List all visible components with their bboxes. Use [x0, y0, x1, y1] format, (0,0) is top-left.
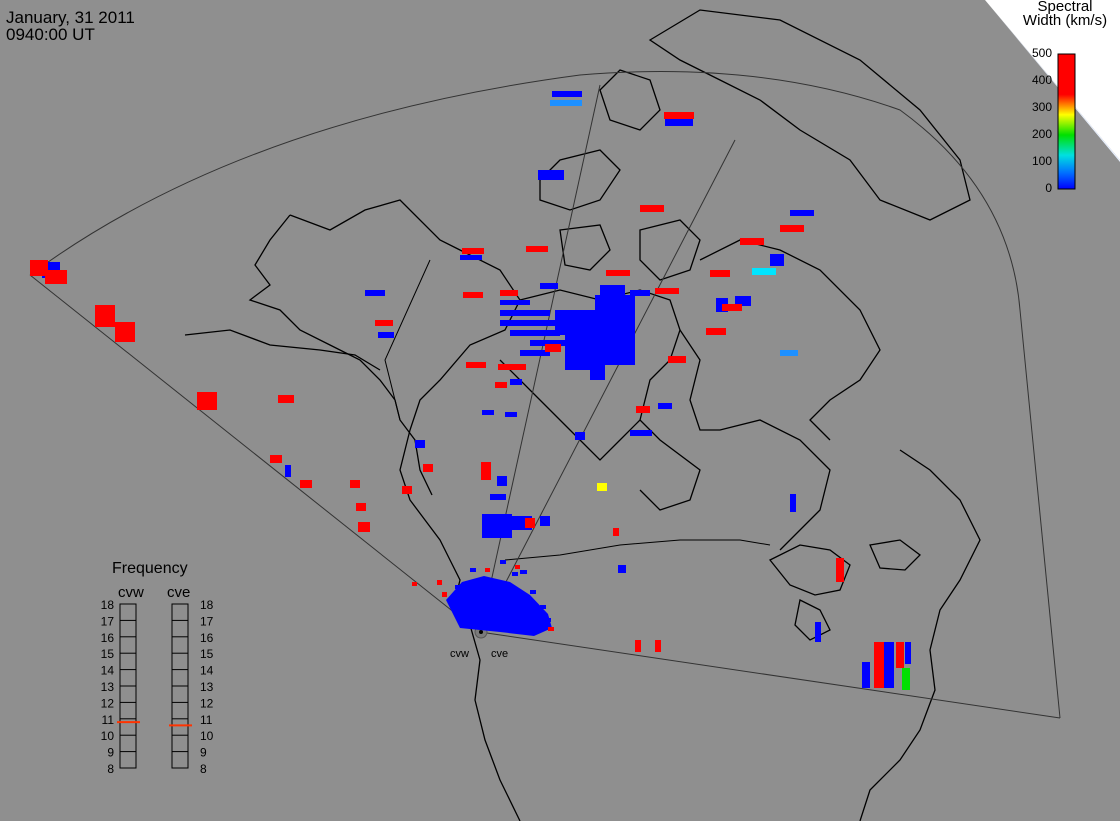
- date-label: January, 31 2011: [6, 8, 135, 27]
- fov-boundaries: [29, 71, 1061, 719]
- radar-label-cve: cve: [491, 648, 508, 660]
- frequency-ticks-left: 18 17 16 15 14 13 12 11 10 9 8: [101, 598, 115, 776]
- borders: [384, 259, 771, 561]
- frequency-tick-left: 15: [101, 647, 115, 661]
- frequency-tick-right: 8: [200, 762, 207, 776]
- time-label: 0940:00 UT: [6, 25, 95, 44]
- color-scale-title-line2: Width (km/s): [1022, 12, 1108, 29]
- frequency-tick-left: 14: [101, 664, 115, 678]
- coastlines: [184, 9, 981, 821]
- frequency-tick-left: 18: [101, 598, 115, 612]
- frequency-tick-left: 11: [102, 713, 115, 727]
- frequency-radar-cve: cve: [167, 584, 190, 601]
- frequency-tick-right: 16: [200, 631, 214, 645]
- frequency-tick-right: 10: [200, 729, 214, 743]
- color-scale: 500 400 300 200 100 0: [1032, 46, 1076, 195]
- color-scale-tick-300: 300: [1032, 100, 1052, 114]
- color-scale-title-line1: Spectral: [1037, 0, 1093, 15]
- frequency-tick-left: 9: [107, 746, 114, 760]
- color-scale-tick-100: 100: [1032, 154, 1052, 168]
- map-corner-edge: [985, 0, 1120, 162]
- color-scale-title: Spectral Width (km/s): [1010, 0, 1120, 28]
- near-range-red-cells: [412, 565, 554, 631]
- frequency-tick-right: 12: [200, 696, 214, 710]
- frequency-tick-left: 8: [107, 762, 114, 776]
- frequency-tick-right: 17: [200, 614, 214, 628]
- frequency-ticks-right: 18 17 16 15 14 13 12 11 10 9 8: [200, 598, 214, 776]
- frequency-tick-right: 13: [200, 680, 214, 694]
- frequency-tick-right: 15: [200, 647, 214, 661]
- near-range-fan: [446, 560, 552, 636]
- frequency-title: Frequency: [112, 560, 188, 577]
- color-scale-tick-0: 0: [1045, 181, 1052, 195]
- frequency-tick-left: 17: [101, 614, 115, 628]
- frequency-tick-right: 14: [200, 664, 214, 678]
- timestamp: January, 31 2011 0940:00 UT: [6, 9, 135, 43]
- radar-site-center: [479, 630, 483, 634]
- color-scale-tick-500: 500: [1032, 46, 1052, 60]
- radar-echoes: [30, 91, 911, 690]
- frequency-grid: [120, 619, 188, 753]
- color-scale-tick-400: 400: [1032, 73, 1052, 87]
- frequency-tick-left: 10: [101, 729, 115, 743]
- frequency-tick-left: 16: [101, 631, 115, 645]
- color-scale-tick-200: 200: [1032, 127, 1052, 141]
- color-scale-bar: [1057, 53, 1076, 190]
- frequency-tick-left: 12: [101, 696, 115, 710]
- frequency-tick-right: 11: [200, 713, 213, 727]
- frequency-tick-left: 13: [101, 680, 115, 694]
- frequency-radar-cvw: cvw: [118, 584, 144, 601]
- frequency-tick-right: 18: [200, 598, 214, 612]
- frequency-tick-right: 9: [200, 746, 207, 760]
- radar-label-cvw: cvw: [450, 648, 469, 660]
